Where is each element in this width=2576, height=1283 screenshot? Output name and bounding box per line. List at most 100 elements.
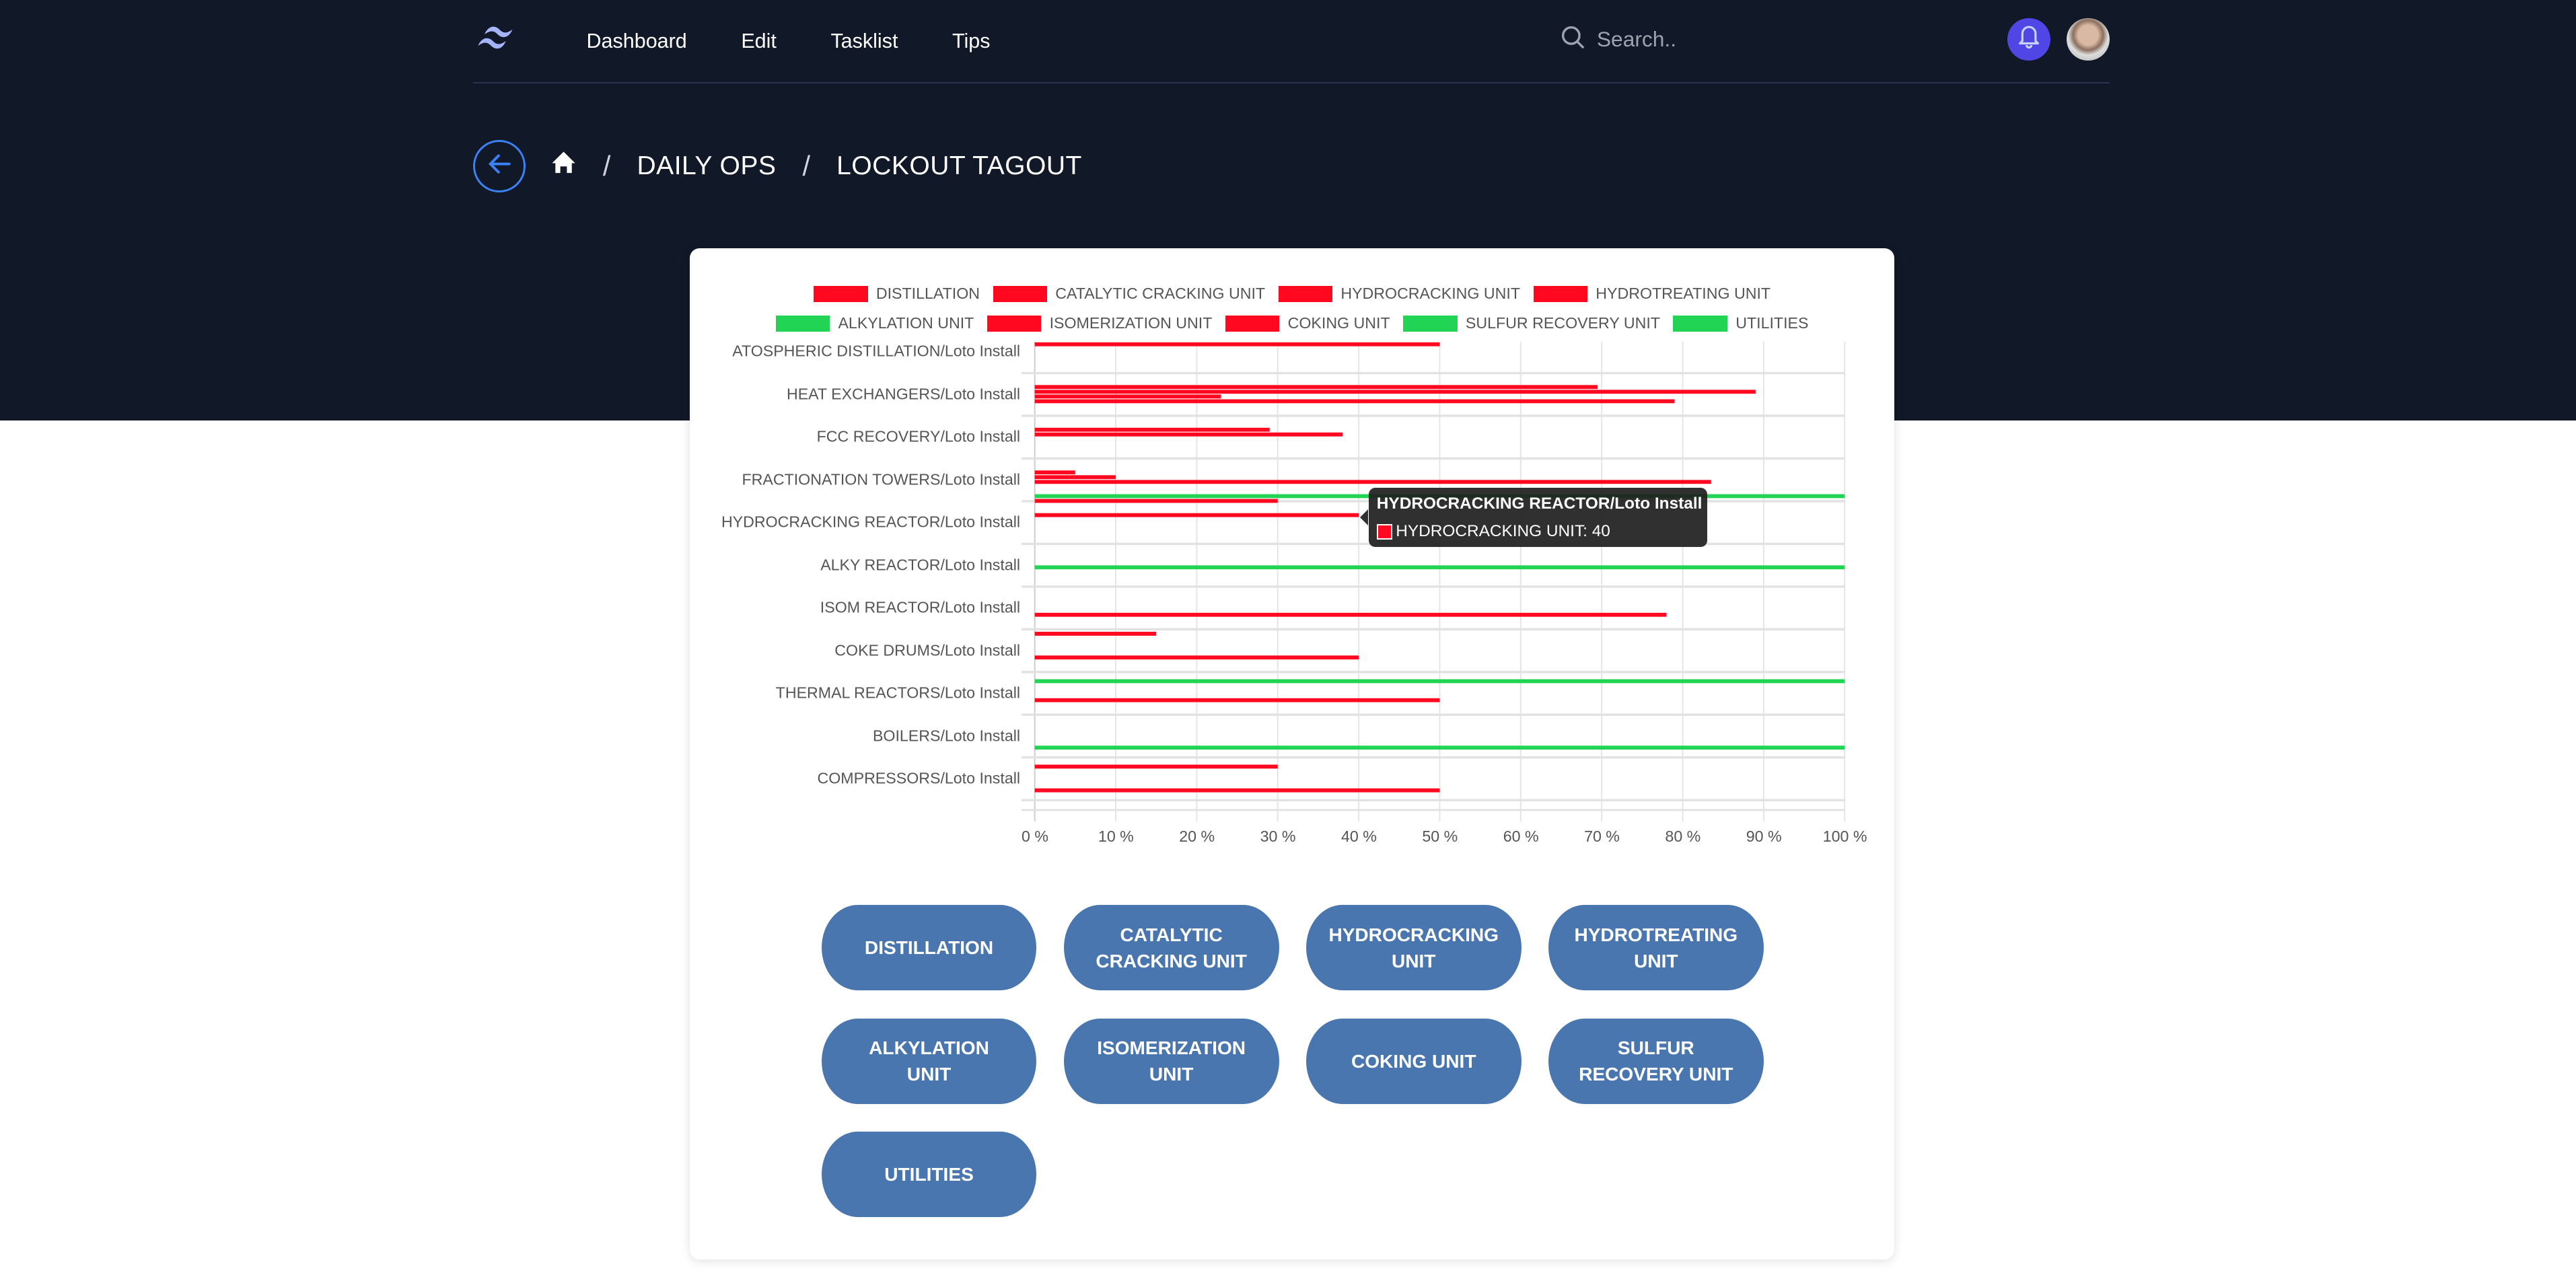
unit-button-catalytic-cracking-unit[interactable]: CATALYTIC CRACKING UNIT — [1063, 905, 1279, 991]
y-tick-label: ATOSPHERIC DISTILLATION/Loto Install — [732, 342, 1021, 360]
bar-isomerization-unit — [1035, 612, 1667, 617]
x-tick-label: 40 % — [1341, 828, 1377, 846]
unit-button-sulfur-recovery-unit[interactable]: SULFUR RECOVERY UNIT — [1548, 1018, 1764, 1104]
legend-item-catalytic-cracking-unit[interactable]: CATALYTIC CRACKING UNIT — [993, 285, 1266, 303]
nav-tasklist[interactable]: Tasklist — [830, 29, 898, 52]
unit-button-distillation[interactable]: DISTILLATION — [821, 905, 1037, 991]
bar-catalytic-cracking-unit — [1035, 679, 1845, 684]
y-tick-label: COKE DRUMS/Loto Install — [834, 641, 1021, 659]
legend-label: UTILITIES — [1736, 314, 1809, 332]
search-input[interactable]: Search.. — [1596, 27, 1677, 52]
tooltip-title: HYDROCRACKING REACTOR/Loto Install — [1376, 494, 1703, 513]
unit-button-alkylation-unit[interactable]: ALKYLATION UNIT — [821, 1018, 1037, 1104]
unit-button-coking-unit[interactable]: COKING UNIT — [1305, 1018, 1522, 1104]
legend-label: ALKYLATION UNIT — [838, 314, 974, 332]
unit-button-isomerization-unit[interactable]: ISOMERIZATION UNIT — [1063, 1018, 1279, 1104]
search-box[interactable]: Search.. — [1561, 25, 1676, 55]
unit-button-utilities[interactable]: UTILITIES — [821, 1132, 1037, 1217]
legend-swatch — [987, 315, 1042, 332]
unit-button-hydrocracking-unit[interactable]: HYDROCRACKING UNIT — [1305, 905, 1522, 991]
arrow-left-icon — [488, 151, 511, 181]
bar-catalytic-cracking-unit — [1035, 764, 1279, 769]
breadcrumb-lockout-tagout: LOCKOUT TAGOUT — [836, 151, 1082, 180]
legend-item-hydrotreating-unit[interactable]: HYDROTREATING UNIT — [1533, 285, 1771, 303]
breadcrumb-separator: / — [802, 149, 811, 182]
x-tick-label: 20 % — [1179, 828, 1215, 846]
chart-card: DISTILLATION CATALYTIC CRACKING UNIT HYDRO… — [690, 248, 1894, 1260]
legend-swatch — [1673, 315, 1728, 332]
search-icon — [1561, 25, 1597, 55]
bar-coking-unit — [1035, 745, 1845, 749]
legend-item-coking-unit[interactable]: COKING UNIT — [1225, 314, 1390, 332]
nav-links: Dashboard Edit Tasklist Tips — [587, 0, 1045, 82]
legend-swatch — [1533, 285, 1588, 303]
bar-isomerization-unit — [1035, 698, 1440, 702]
breadcrumb: / DAILY OPS / LOCKOUT TAGOUT — [473, 138, 1082, 194]
unit-button-hydrotreating-unit[interactable]: HYDROTREATING UNIT — [1548, 905, 1764, 991]
legend-item-hydrocracking-unit[interactable]: HYDROCRACKING UNIT — [1278, 285, 1520, 303]
notifications-button[interactable] — [2007, 17, 2050, 61]
tooltip-value: HYDROCRACKING UNIT: 40 — [1396, 522, 1610, 541]
legend-row: ALKYLATION UNIT ISOMERIZATION UNIT COKING … — [690, 309, 1894, 338]
legend-swatch — [814, 285, 868, 303]
x-tick-label: 80 % — [1665, 828, 1701, 846]
nav-dashboard[interactable]: Dashboard — [586, 29, 687, 52]
y-tick-label: BOILERS/Loto Install — [872, 727, 1021, 745]
y-tick-label: FRACTIONATION TOWERS/Loto Install — [742, 470, 1021, 488]
bell-icon — [2017, 23, 2040, 56]
legend-label: CATALYTIC CRACKING UNIT — [1055, 285, 1266, 303]
bar-alkylation-unit — [1035, 479, 1711, 484]
tooltip-line: HYDROCRACKING UNIT: 40 — [1376, 522, 1610, 541]
legend-swatch — [775, 315, 830, 332]
y-tick-label: COMPRESSORS/Loto Install — [817, 769, 1021, 787]
breadcrumb-daily-ops[interactable]: DAILY OPS — [637, 151, 777, 180]
x-tick-label: 10 % — [1098, 828, 1134, 846]
user-avatar[interactable] — [2067, 17, 2110, 61]
legend-row: DISTILLATION CATALYTIC CRACKING UNIT HYDRO… — [690, 279, 1894, 309]
x-tick-label: 0 % — [1022, 828, 1048, 846]
legend-label: ISOMERIZATION UNIT — [1049, 314, 1213, 332]
legend-swatch — [1278, 285, 1333, 303]
tooltip-swatch — [1376, 523, 1393, 540]
legend-label: DISTILLATION — [875, 285, 980, 303]
y-tick-label: FCC RECOVERY/Loto Install — [816, 427, 1021, 445]
x-tick-label: 70 % — [1584, 828, 1620, 846]
bar-hydrotreating-unit — [1035, 432, 1343, 437]
bar-hydrotreating-unit — [1035, 389, 1756, 394]
legend-item-distillation[interactable]: DISTILLATION — [814, 285, 980, 303]
y-tick-label: ISOM REACTOR/Loto Install — [820, 598, 1021, 616]
bar-alkylation-unit — [1035, 394, 1221, 398]
legend-swatch — [993, 285, 1048, 303]
top-nav: Dashboard Edit Tasklist Tips Search.. — [473, 0, 2110, 84]
bar-coking-unit — [1035, 788, 1440, 793]
bar-distillation — [1035, 631, 1157, 636]
x-tick-label: 60 % — [1503, 828, 1539, 846]
x-tick-label: 50 % — [1422, 828, 1458, 846]
legend-item-sulfur-recovery-unit[interactable]: SULFUR RECOVERY UNIT — [1403, 314, 1660, 332]
legend-item-isomerization-unit[interactable]: ISOMERIZATION UNIT — [987, 314, 1213, 332]
legend-swatch — [1403, 315, 1458, 332]
legend-label: HYDROTREATING UNIT — [1596, 285, 1771, 303]
tailwind-logo-icon[interactable] — [473, 23, 519, 63]
legend-label: HYDROCRACKING UNIT — [1340, 285, 1520, 303]
bar-utilities — [1035, 499, 1279, 503]
chart-tooltip: HYDROCRACKING REACTOR/Loto Install HYDRO… — [1360, 488, 1707, 547]
nav-tips[interactable]: Tips — [952, 29, 991, 52]
x-tick-label: 100 % — [1822, 828, 1867, 846]
bar-isomerization-unit — [1035, 655, 1359, 659]
y-tick-label: ALKY REACTOR/Loto Install — [820, 556, 1021, 574]
breadcrumb-separator: / — [602, 149, 611, 182]
back-button[interactable] — [473, 139, 526, 192]
bar-hydrotreating-unit — [1035, 474, 1116, 479]
bar-chart — [1022, 341, 1846, 821]
bar-hydrocracking-unit — [1035, 427, 1271, 432]
home-icon[interactable] — [550, 150, 577, 182]
y-tick-label: HEAT EXCHANGERS/Loto Install — [786, 385, 1021, 403]
legend-item-utilities[interactable]: UTILITIES — [1673, 314, 1808, 332]
y-tick-label: HYDROCRACKING REACTOR/Loto Install — [721, 513, 1021, 531]
bar-hydrocracking-unit — [1035, 513, 1359, 517]
bar-isomerization-unit — [1035, 399, 1675, 403]
nav-edit[interactable]: Edit — [741, 29, 777, 52]
legend-item-alkylation-unit[interactable]: ALKYLATION UNIT — [775, 314, 974, 332]
y-tick-label: THERMAL REACTORS/Loto Install — [775, 684, 1021, 702]
